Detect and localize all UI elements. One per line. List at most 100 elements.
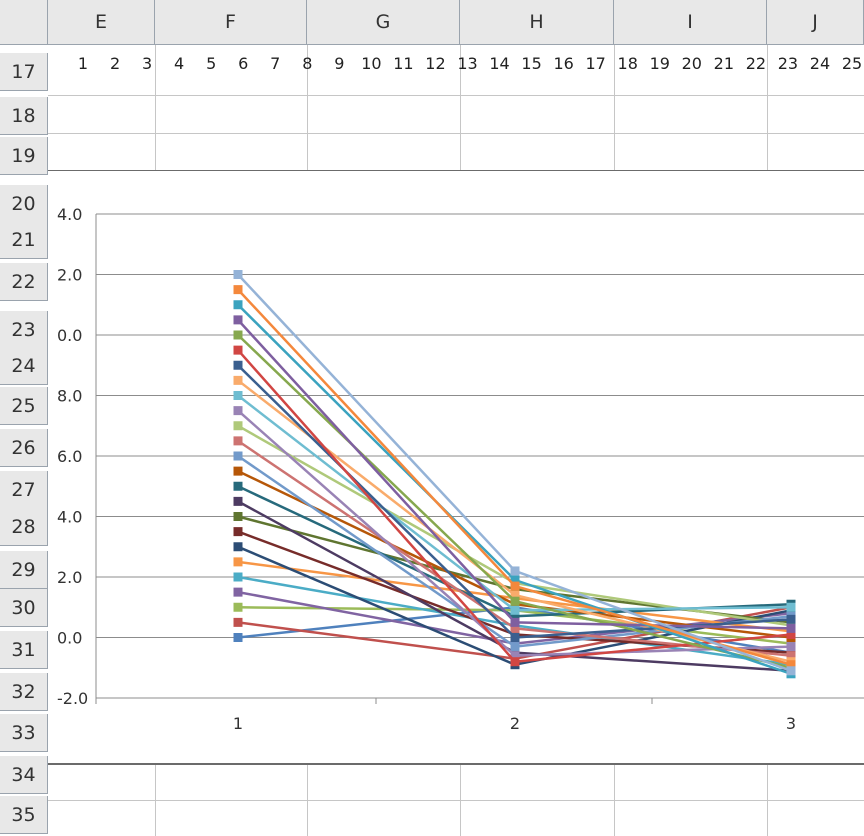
data-point [510,617,520,627]
ruler-number: 16 [553,54,574,73]
data-point [233,406,243,416]
x-tick-label: 1 [233,714,243,733]
row-header-29[interactable]: 29 [0,551,48,589]
row-header-26[interactable]: 26 [0,429,48,467]
data-point [233,330,243,340]
column-gridline [307,45,308,171]
column-gridline [460,45,461,171]
select-all-corner[interactable] [0,0,48,45]
data-point [233,466,243,476]
data-point [233,451,243,461]
chart-plot: -2.0 0.0 2.0 4.0 6.0 8.0 0.0 2.0 4.0 1 2 3 [57,205,864,733]
ruler-number: 19 [649,54,670,73]
row-header-20[interactable]: 20 [0,185,48,223]
row-header-24[interactable]: 24 [0,347,48,385]
data-point [233,527,243,537]
data-point [233,587,243,597]
column-gridline [767,45,768,171]
ruler-number: 11 [393,54,414,73]
column-header-g[interactable]: G [307,0,460,45]
y-tick-label: 0.0 [57,629,82,648]
ruler-number: 15 [521,54,542,73]
ruler-number: 25 [841,54,863,73]
row-header-23[interactable]: 23 [0,311,48,349]
data-point [233,557,243,567]
data-point [233,315,243,325]
data-point [233,512,243,521]
ruler-number: 1 [77,54,89,73]
data-point [233,360,243,370]
data-point [233,496,243,506]
data-point [233,633,243,642]
data-point [510,611,520,621]
column-header-e[interactable]: E [48,0,155,45]
row-header-21[interactable]: 21 [0,221,48,259]
row-header-33[interactable]: 33 [0,714,48,752]
row-header-19[interactable]: 19 [0,137,48,175]
column-header-f[interactable]: F [155,0,307,45]
column-header-i[interactable]: I [614,0,767,45]
data-point [233,602,243,612]
row-header-30[interactable]: 30 [0,589,48,627]
row-gridline [48,763,864,765]
data-point [233,345,243,355]
row-header-25[interactable]: 25 [0,387,48,425]
ruler-number: 23 [777,54,799,73]
column-gridline [614,763,615,836]
column-gridline [155,45,156,171]
row-header-18[interactable]: 18 [0,97,48,135]
data-point [233,617,243,627]
data-point [233,285,243,295]
y-tick-label: 2.0 [57,266,82,285]
ruler-number: 10 [361,54,382,73]
data-point [786,602,796,612]
row-header-31[interactable]: 31 [0,631,48,669]
data-point [510,566,520,576]
y-tick-label: 6.0 [57,447,82,466]
row-header-28[interactable]: 28 [0,508,48,546]
data-point [786,614,796,624]
ruler-number: 21 [713,54,735,73]
row-header-32[interactable]: 32 [0,673,48,711]
row-header-27[interactable]: 27 [0,471,48,509]
data-point [510,596,520,606]
ruler-number: 24 [809,54,831,73]
ruler-number: 7 [270,54,281,73]
ruler-number: 6 [238,54,249,73]
ruler-number: 3 [141,54,153,73]
y-tick-label: 8.0 [57,387,82,406]
x-tick-label: 2 [510,714,520,733]
data-point [786,642,796,652]
data-point [233,421,243,431]
ruler-number: 18 [617,54,638,73]
column-header-j[interactable]: J [767,0,864,45]
row-header-34[interactable]: 34 [0,756,48,794]
data-point [510,642,520,652]
row-header-22[interactable]: 22 [0,263,48,301]
data-point [786,629,796,639]
y-tick-label: 2.0 [57,568,82,587]
data-point [233,572,243,582]
row-gridline [48,800,864,801]
data-point [510,623,520,633]
ruler-number: 20 [681,54,702,73]
data-point [233,300,243,310]
ruler-number: 17 [585,54,606,73]
data-point [510,581,520,591]
column-gridline [155,763,156,836]
column-gridline [614,45,615,171]
data-point [786,666,796,676]
ruler-number: 13 [457,54,478,73]
row-header-17[interactable]: 17 [0,53,48,91]
column-gridline [767,763,768,836]
data-point [233,391,243,400]
ruler-number: 22 [745,54,767,73]
column-header-h[interactable]: H [460,0,614,45]
line-chart[interactable]: -2.0 0.0 2.0 4.0 6.0 8.0 0.0 2.0 4.0 1 2 3 [48,171,864,763]
data-point [510,657,520,667]
ruler-number: 8 [302,54,313,73]
data-point [233,481,243,491]
ruler-number: 4 [174,54,185,73]
row-header-35[interactable]: 35 [0,796,48,834]
